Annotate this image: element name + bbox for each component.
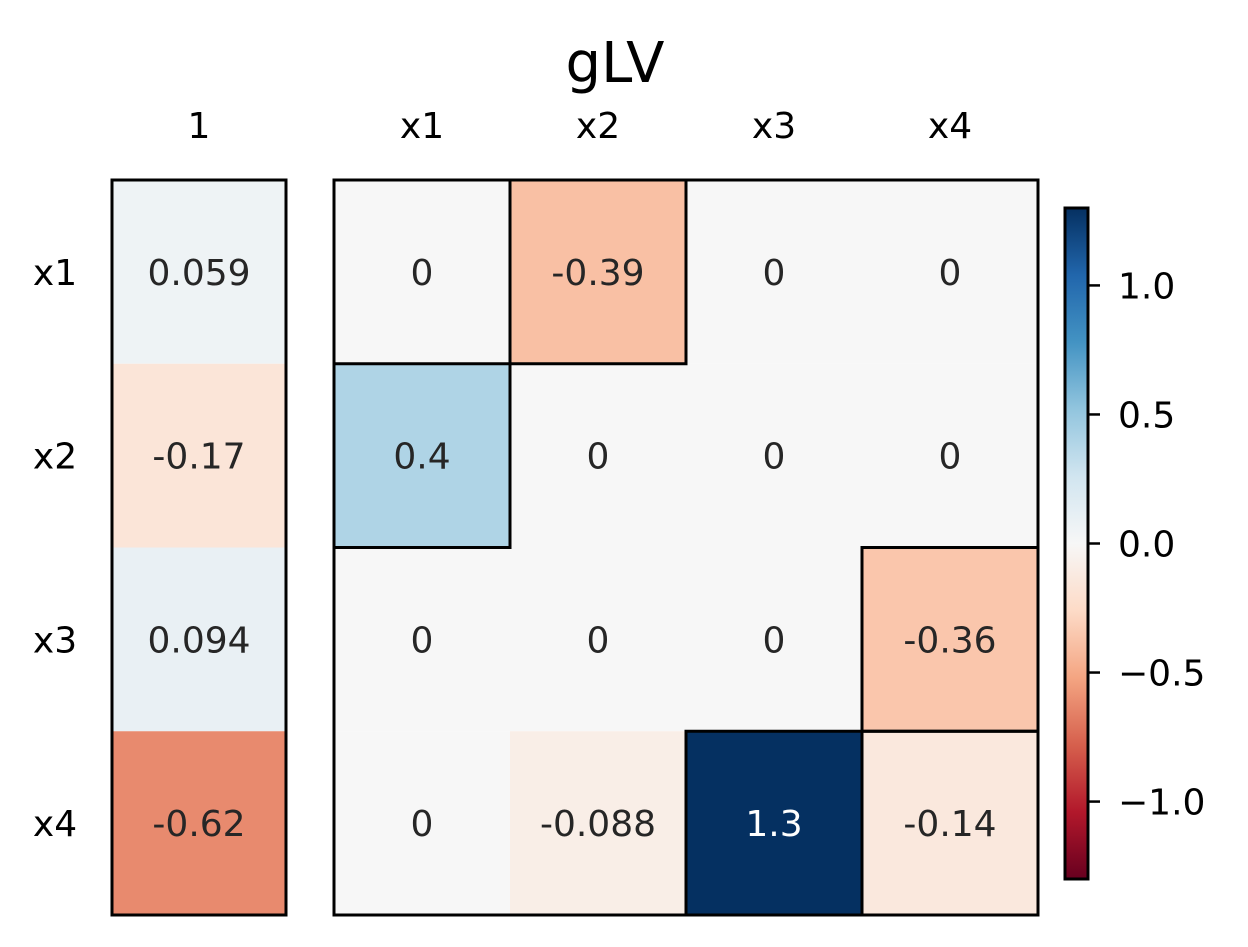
colorbar-tick-label: 1.0: [1118, 266, 1175, 307]
interaction-cell: [686, 180, 862, 364]
interaction-cell-label: 0: [939, 437, 962, 478]
row-label: x4: [33, 804, 77, 845]
column-label: x4: [928, 106, 972, 147]
interaction-cell-label: 0: [763, 253, 786, 294]
interaction-cell: [510, 547, 686, 732]
interaction-cell-label: 0: [411, 253, 434, 294]
interaction-cell-label: 0.4: [393, 437, 450, 478]
growth-cell: [112, 180, 286, 364]
interaction-cell: [334, 731, 510, 915]
interaction-cell-label: -0.088: [540, 804, 656, 845]
row-label: x2: [33, 437, 77, 478]
interaction-cell: [510, 180, 686, 364]
column-label: x1: [400, 106, 444, 147]
column-label: x3: [752, 106, 796, 147]
interaction-cell-label: 1.3: [745, 804, 802, 845]
interaction-cell: [862, 731, 1038, 915]
colorbar-tick-label: −0.5: [1118, 654, 1205, 695]
colorbar: 1.0 0.5 0.0 −0.5 −1.0: [1063, 206, 1205, 881]
interaction-cell: [334, 547, 510, 732]
colorbar-tick-label: 0.0: [1118, 525, 1175, 566]
growth-cell-label: 0.059: [147, 253, 250, 294]
interaction-cell: [686, 731, 862, 915]
colorbar-tick-label: −1.0: [1118, 783, 1205, 824]
interaction-cell: [686, 363, 862, 548]
interaction-cell-label: -0.36: [903, 620, 996, 661]
row-labels: x1 x2 x3 x4: [33, 253, 77, 845]
growth-cell-label: -0.17: [152, 437, 245, 478]
interaction-cell-label: 0: [587, 620, 610, 661]
row-label: x3: [33, 620, 77, 661]
interaction-cell-label: 0: [763, 620, 786, 661]
growth-cell: [112, 547, 286, 732]
growth-cell-label: -0.62: [152, 804, 245, 845]
interaction-cell: [862, 547, 1038, 732]
growth-column-label: 1: [188, 106, 211, 147]
interaction-cell-label: 0: [939, 253, 962, 294]
growth-panel: 0.059 -0.17 0.094 -0.62: [110, 178, 288, 917]
interaction-cell-label: 0: [411, 804, 434, 845]
interaction-cell: [334, 363, 510, 548]
column-label: x2: [576, 106, 620, 147]
interaction-cell-label: -0.39: [551, 253, 644, 294]
interaction-panel-frame: [332, 178, 1040, 917]
growth-cell: [112, 363, 286, 548]
chart-title: gLV: [566, 31, 665, 96]
interaction-cell: [510, 363, 686, 548]
interaction-cell-label: -0.14: [903, 804, 996, 845]
interaction-cell: [862, 363, 1038, 548]
interaction-cell: [686, 547, 862, 732]
growth-cell: [112, 731, 286, 915]
interaction-cell: [862, 180, 1038, 364]
growth-panel-frame: [110, 178, 288, 917]
interaction-panel: x1 x2 x3 x4 0 -0.39 0 0 0.4 0 0 0 0 0 0 -0.36 0 -0.088 1.3…: [332, 106, 1040, 917]
interaction-cell: [334, 180, 510, 364]
row-label: x1: [33, 253, 77, 294]
interaction-cell: [510, 731, 686, 915]
interaction-cell-label: 0: [411, 620, 434, 661]
interaction-cell-label: 0: [763, 437, 786, 478]
interaction-cell-label: 0: [587, 437, 610, 478]
colorbar-gradient: [1065, 208, 1088, 879]
colorbar-tick-label: 0.5: [1118, 395, 1175, 436]
growth-cell-label: 0.094: [147, 620, 250, 661]
